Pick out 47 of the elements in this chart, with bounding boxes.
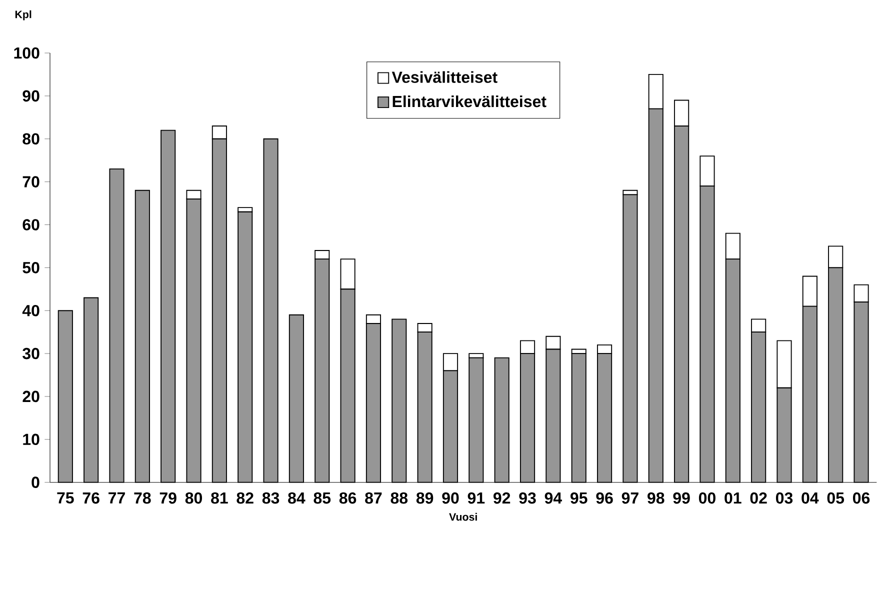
x-tick-label: 80 (185, 492, 202, 504)
x-tick-label: 92 (494, 492, 510, 504)
y-tick-label: 90 (22, 90, 40, 102)
x-axis-title: Vuosi (449, 512, 477, 521)
y-tick-label: 70 (22, 176, 40, 188)
legend-label: Elintarvikevälitteiset (392, 95, 546, 108)
x-tick-label: 94 (544, 492, 562, 504)
x-tick-label: 88 (390, 492, 408, 504)
x-tick-label: 75 (57, 492, 74, 504)
x-tick-label: 84 (288, 492, 306, 504)
x-tick-label: 00 (698, 492, 716, 504)
x-tick-label: 83 (262, 492, 280, 504)
y-tick-label: 60 (22, 219, 40, 230)
y-tick-label: 0 (32, 476, 40, 488)
x-tick-label: 85 (314, 492, 331, 504)
x-tick-label: 82 (236, 492, 254, 504)
x-tick-label: 87 (365, 492, 382, 504)
y-tick-label: 10 (23, 434, 40, 446)
x-tick-label: 93 (519, 492, 536, 504)
x-tick-label: 90 (442, 492, 459, 504)
y-tick-label: 30 (22, 348, 40, 360)
x-tick-label: 79 (160, 492, 176, 504)
legend-label: Vesivälitteiset (392, 71, 498, 83)
x-tick-label: 03 (776, 492, 793, 504)
y-tick-label: 80 (22, 133, 40, 145)
y-tick-label: 100 (14, 47, 40, 59)
x-tick-label: 97 (622, 492, 638, 504)
y-tick-label: 40 (22, 304, 40, 316)
x-tick-label: 01 (724, 492, 742, 504)
x-tick-label: 76 (82, 492, 100, 504)
x-tick-label: 95 (570, 492, 588, 504)
x-tick-label: 81 (211, 492, 228, 504)
y-axis-title: Kpl (15, 10, 32, 20)
x-tick-label: 86 (339, 492, 356, 504)
x-tick-label: 99 (673, 492, 690, 504)
x-tick-label: 77 (108, 492, 125, 504)
x-tick-label: 06 (852, 492, 870, 504)
x-tick-label: 89 (416, 492, 434, 504)
x-tick-label: 98 (648, 492, 664, 504)
x-tick-label: 05 (827, 492, 844, 504)
x-tick-label: 02 (750, 492, 767, 504)
x-tick-label: 78 (134, 492, 151, 504)
y-tick-label: 20 (22, 390, 40, 402)
x-tick-label: 91 (468, 492, 485, 504)
y-tick-label: 50 (22, 262, 40, 274)
x-tick-label: 96 (596, 492, 613, 504)
x-tick-label: 04 (802, 492, 819, 504)
